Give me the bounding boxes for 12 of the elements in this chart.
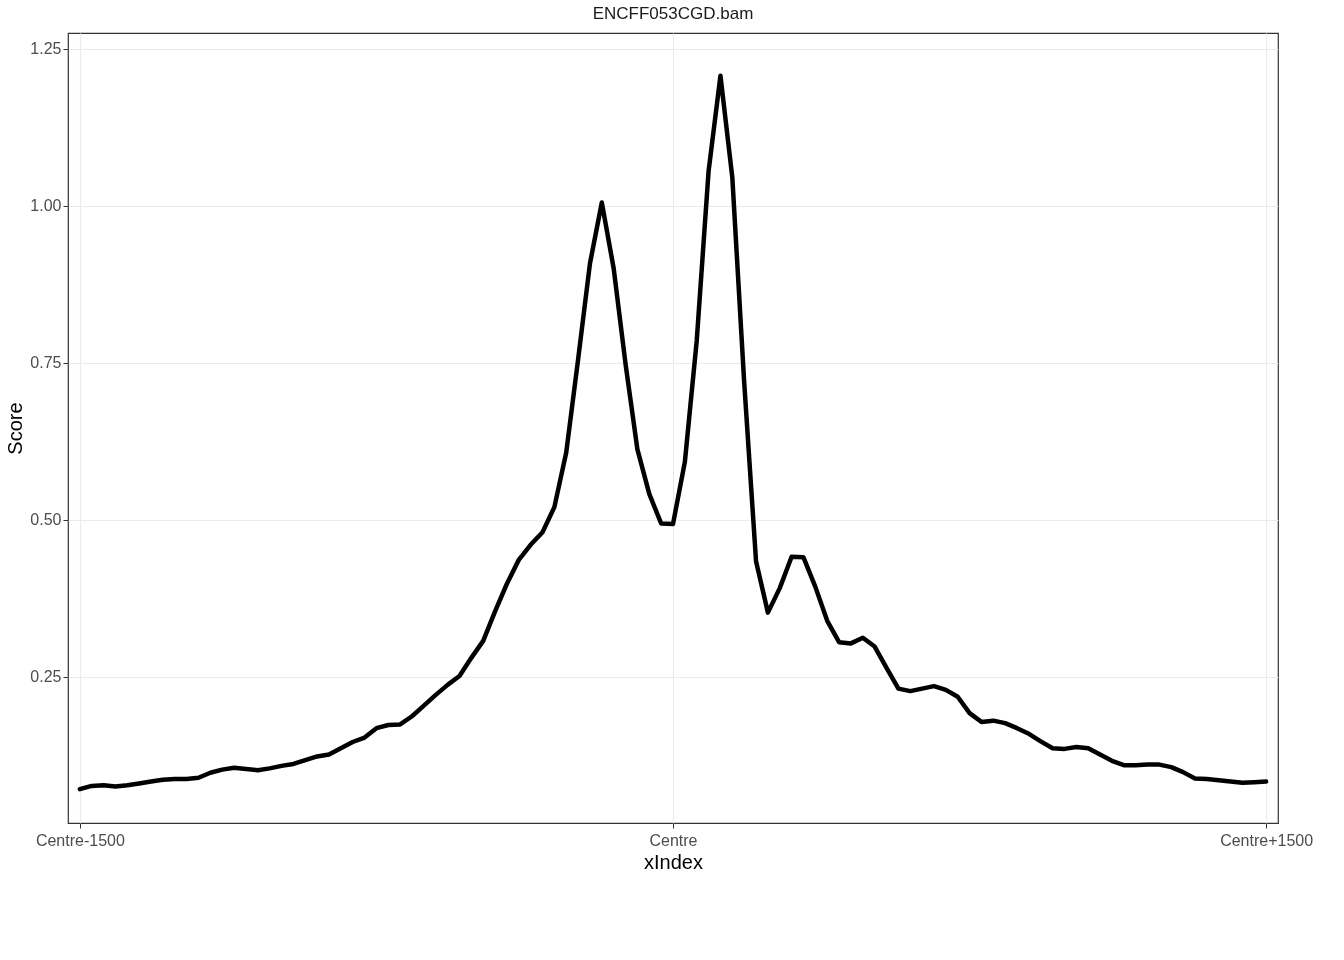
y-tick-label: 0.50 [30, 511, 62, 529]
x-tick-label: Centre-1500 [35, 831, 125, 849]
x-axis-title: xIndex [644, 850, 703, 873]
x-tick-label: Centre+1500 [1220, 831, 1314, 849]
y-tick-label: 0.75 [30, 354, 62, 372]
chart-title: ENCFF053CGD.bam [592, 4, 754, 23]
y-axis-title: Score [4, 402, 27, 455]
y-tick-label: 1.00 [30, 197, 62, 215]
x-tick-label: Centre [649, 831, 698, 849]
y-tick-label: 0.25 [30, 668, 62, 686]
y-tick-label: 1.25 [30, 40, 62, 58]
line-series [77, 73, 1269, 792]
